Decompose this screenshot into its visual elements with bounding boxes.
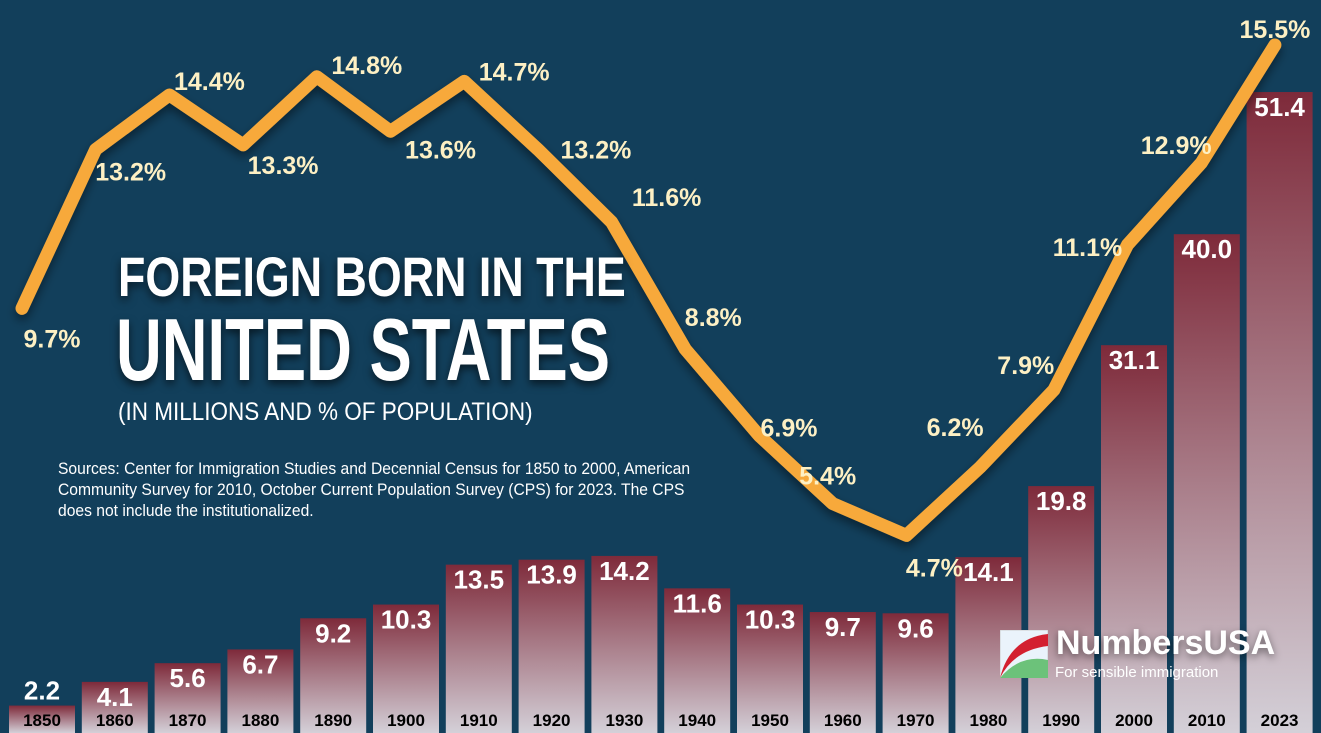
- percent-label-2000: 11.1%: [1053, 234, 1123, 262]
- logo-tagline: For sensible immigration: [1055, 664, 1219, 681]
- category-label-1970: 1970: [897, 711, 935, 730]
- bar-2010: [1173, 234, 1240, 733]
- percent-label-1940: 8.8%: [685, 304, 742, 332]
- category-label-1870: 1870: [169, 711, 207, 730]
- bar-1850: [9, 705, 75, 733]
- bar-1890: [300, 618, 367, 733]
- bar-1950: [737, 604, 803, 733]
- category-label-2000: 2000: [1115, 711, 1153, 730]
- percent-label-1960: 5.4%: [799, 463, 856, 491]
- bar-1960: [809, 612, 876, 733]
- percent-label-1920: 13.2%: [560, 136, 631, 164]
- logo-name: NumbersUSA: [1056, 624, 1276, 662]
- category-label-1900: 1900: [387, 711, 425, 730]
- bar-1940: [664, 588, 731, 733]
- bar-value-label: 51.4: [1254, 92, 1305, 122]
- bar-value-label: 31.1: [1109, 345, 1160, 375]
- title-line-2: UNITED STATES: [116, 300, 610, 399]
- bar-1970: [882, 613, 949, 733]
- category-label-1920: 1920: [533, 711, 571, 730]
- category-label-1860: 1860: [96, 711, 134, 730]
- bar-value-label: 19.8: [1036, 486, 1087, 516]
- bar-value-label: 10.3: [381, 605, 432, 635]
- sources-note: Sources: Center for Immigration Studies …: [58, 459, 691, 520]
- bar-1910: [445, 564, 512, 733]
- percent-label-1880: 13.3%: [248, 152, 319, 180]
- bar-1870: [154, 663, 221, 733]
- percent-label-2023: 15.5%: [1239, 16, 1310, 44]
- percent-line: [15, 38, 1282, 542]
- numbersusa-logo: NumbersUSA For sensible immigration: [1000, 624, 1300, 682]
- percent-label-1860: 13.2%: [95, 158, 166, 186]
- bar-value-label: 9.2: [315, 618, 351, 648]
- category-label-1980: 1980: [969, 711, 1007, 730]
- percent-label-1970: 4.7%: [906, 554, 963, 582]
- bar-value-label: 9.7: [825, 612, 861, 642]
- bar-1900: [373, 604, 439, 733]
- bar-2000: [1101, 345, 1167, 733]
- bar-value-label: 11.6: [673, 588, 722, 618]
- bar-value-label: 14.2: [599, 556, 650, 586]
- category-label-1990: 1990: [1042, 711, 1080, 730]
- bar-value-label: 9.6: [898, 613, 934, 643]
- bar-1920: [518, 559, 585, 733]
- bar-value-label: 40.0: [1181, 234, 1232, 264]
- bar-1930: [591, 555, 658, 733]
- category-label-1910: 1910: [460, 711, 498, 730]
- title-line-1: FOREIGN BORN IN THE: [118, 245, 626, 308]
- bar-1880: [227, 649, 294, 733]
- bar-value-label: 6.7: [242, 649, 278, 679]
- category-label-1950: 1950: [751, 711, 789, 730]
- bar-1860: [81, 681, 148, 733]
- category-label-2023: 2023: [1261, 711, 1299, 730]
- bar-1990: [1028, 486, 1095, 733]
- category-label-1880: 1880: [241, 711, 279, 730]
- category-label-1850: 1850: [23, 711, 61, 730]
- bar-2023: [1246, 92, 1313, 733]
- percent-label-1900: 13.6%: [405, 136, 476, 164]
- percent-label-1870: 14.4%: [174, 68, 245, 96]
- bar-value-label: 2.2: [24, 676, 60, 706]
- bar-value-label: 4.1: [97, 682, 133, 712]
- bar-value-label: 13.9: [526, 560, 577, 590]
- percent-label-1990: 7.9%: [997, 352, 1054, 380]
- logo-flag-icon: [1000, 630, 1048, 678]
- percent-label-2010: 12.9%: [1141, 132, 1212, 160]
- percent-label-1910: 14.7%: [479, 58, 550, 86]
- percent-label-1850: 9.7%: [24, 325, 81, 353]
- percent-label-1890: 14.8%: [331, 52, 402, 80]
- percent-label-1930: 11.6%: [632, 184, 702, 212]
- category-label-1940: 1940: [678, 711, 716, 730]
- percent-label-1980: 6.2%: [927, 414, 984, 442]
- bar-value-label: 5.6: [170, 663, 206, 693]
- percent-label-1950: 6.9%: [761, 414, 818, 442]
- bar-value-label: 14.1: [963, 557, 1014, 587]
- category-label-2010: 2010: [1188, 711, 1226, 730]
- category-label-1930: 1930: [605, 711, 643, 730]
- bar-value-label: 13.5: [453, 565, 504, 595]
- category-label-1960: 1960: [824, 711, 862, 730]
- subtitle: (IN MILLIONS AND % OF POPULATION): [118, 398, 533, 426]
- category-label-1890: 1890: [314, 711, 352, 730]
- bar-value-label: 10.3: [745, 605, 796, 635]
